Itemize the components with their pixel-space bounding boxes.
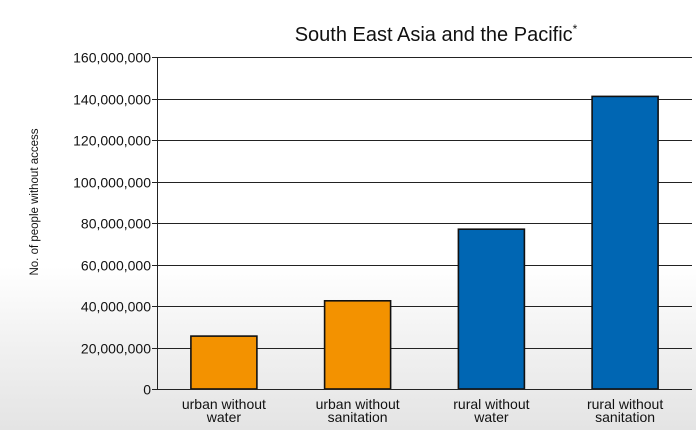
x-tick-label: urban without water [182,396,266,425]
y-tick-label: 40,000,000 [81,299,151,315]
bars [190,95,659,390]
y-tick-label: 140,000,000 [73,92,151,108]
y-axis-label: No. of people without access [29,128,41,275]
x-tick-label-line: water [206,409,242,425]
x-tick-label-line: urban without [316,396,400,412]
y-tick-label: 20,000,000 [81,341,151,357]
x-tick-label-line: rural without [453,396,529,412]
y-tick-label: 80,000,000 [81,216,151,232]
x-tick-label-line: sanitation [595,409,655,425]
x-tick-label: rural without sanitation [587,396,663,425]
chart-title-marker: * [573,22,578,36]
x-tick-label: rural without water [453,396,529,425]
bar-1 [323,299,392,390]
y-tick-labels: 0 20,000,000 40,000,000 60,000,000 80,000,00… [73,50,151,398]
bar-2 [457,228,526,390]
axes [152,57,692,390]
chart-title: South East Asia and the Pacific* [295,22,578,46]
x-tick-label-line: sanitation [328,409,388,425]
x-tick-label-line: urban without [182,396,266,412]
x-tick-label-line: rural without [587,396,663,412]
y-tick-label: 60,000,000 [81,258,151,274]
x-tick-label-line: water [473,409,509,425]
y-tick-label: 100,000,000 [73,175,151,191]
chart-title-text: South East Asia and the Pacific [295,24,573,46]
gridlines [157,57,692,349]
bar-0 [190,335,258,390]
y-tick-label: 0 [143,382,151,398]
bar-3 [591,95,659,390]
x-tick-label: urban without sanitation [316,396,400,425]
y-tick-label: 120,000,000 [73,133,151,149]
y-tick-label: 160,000,000 [73,50,151,66]
